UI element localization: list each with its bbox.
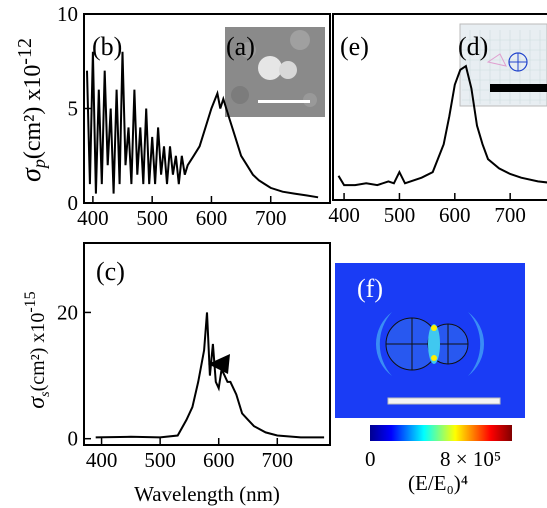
inset-label: (a) [226,32,255,61]
y-tick-label: 20 [57,300,78,324]
colorbar-max: 8 × 10⁵ [440,447,501,471]
panel-label: (b) [92,32,122,61]
x-tick-label: 700 [255,206,287,230]
colorbar-min: 0 [365,447,376,471]
data-line [337,64,547,187]
y-axis-label: σp(cm²) x10-12 [14,38,49,182]
inset-sem [225,27,325,117]
x-tick-label: 600 [203,448,235,472]
y-label-sub: p [29,159,49,170]
y-label-unit: (cm²) x10 [27,313,49,392]
x-tick-label: 700 [262,448,294,472]
y-tick-label: 5 [68,97,79,121]
y-tick-label: 0 [68,427,79,451]
x-tick-label: 500 [144,448,176,472]
x-tick-label: 600 [196,206,228,230]
y-label-exp: -15 [22,291,39,312]
data-line [95,312,325,439]
panel-label: (f) [357,274,383,303]
y-label-unit: (cm²) x10 [20,65,46,160]
data-line [86,51,319,199]
y-label-sub: s [38,391,53,397]
inset-model [459,23,547,107]
colorbar-title: (E/E₀)⁴ [408,471,468,495]
colorbar [370,425,512,441]
y-label-symbol: σ [24,396,50,409]
x-tick-label: 400 [328,203,360,227]
arrow [208,354,230,374]
plot-frame [83,242,331,446]
x-tick-label: 500 [136,206,168,230]
panel-label: (c) [96,257,125,286]
y-axis-label: σs(cm²) x10-15 [22,291,53,408]
y-tick-label: 0 [68,191,79,215]
x-tick-label: 400 [86,448,118,472]
plot-frame [332,13,547,201]
panel-label: (e) [340,32,369,61]
x-tick-label: 700 [494,203,526,227]
y-label-symbol: σ [16,167,47,182]
y-label-exp: -12 [14,38,36,65]
x-axis-label: Wavelength (nm) [134,482,280,506]
x-tick-label: 600 [439,203,471,227]
field-map: (f) 0 8 × 10⁵ (E/E₀)⁴ [335,263,525,495]
x-tick-label: 500 [384,203,416,227]
y-tick-label: 10 [57,2,78,26]
inset-label: (d) [458,32,488,61]
x-tick-label: 400 [77,206,109,230]
